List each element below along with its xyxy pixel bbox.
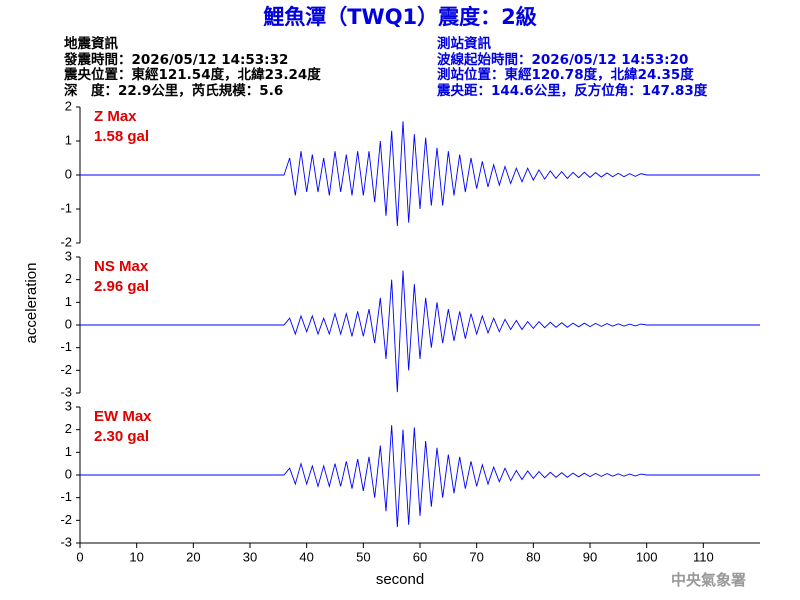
station-info: 測站資訊 波線起始時間：2026/05/12 14:53:20 測站位置：東經1… [436,35,708,99]
x-tick-label: 30 [243,549,257,564]
component-label: EW Max [94,408,152,425]
info-line: 震央距：144.6公里，反方位角：147.83度 [436,82,708,99]
y-tick-label: -2 [60,234,72,249]
y-tick-label: 0 [65,466,72,481]
y-tick-label: -1 [60,339,72,354]
x-tick-label: 60 [413,549,427,564]
y-tick-label: 0 [65,166,72,181]
y-tick-label: -3 [60,384,72,399]
trace [80,270,760,393]
info-line: 測站資訊 [437,35,491,52]
info-line: 測站位置：東經120.78度，北緯24.35度 [437,66,694,83]
x-tick-label: 0 [76,549,83,564]
x-tick-label: 80 [526,549,540,564]
y-tick-label: 2 [65,421,72,436]
x-tick-label: 10 [129,549,143,564]
component-label: Z Max [94,108,137,125]
max-label: 2.30 gal [94,428,149,445]
y-tick-label: 3 [65,248,72,263]
x-tick-label: 50 [356,549,370,564]
max-label: 1.58 gal [94,128,149,145]
footer: 中央氣象署 [671,571,746,589]
x-tick-label: 70 [469,549,483,564]
trace [80,425,760,528]
y-tick-label: -1 [60,489,72,504]
x-tick-label: 40 [299,549,313,564]
y-tick-label: -2 [60,512,72,527]
y-tick-label: 1 [65,132,72,147]
trace [80,121,760,227]
info-line: 震央位置：東經121.54度，北緯23.24度 [63,66,321,83]
x-tick-label: 110 [693,549,714,564]
x-tick-label: 100 [636,549,658,564]
x-tick-label: 90 [583,549,597,564]
y-tick-label: 0 [65,316,72,331]
title: 鯉魚潭（TWQ1）震度：2級 [263,5,537,29]
info-line: 地震資訊 [64,35,118,52]
y-tick-label: 1 [65,444,72,459]
info-line: 波線起始時間：2026/05/12 14:53:20 [437,51,688,68]
y-tick-label: 2 [65,271,72,286]
y-tick-label: -3 [60,534,72,549]
info-line: 深 度：22.9公里，芮氏規模：5.6 [64,82,283,99]
y-tick-label: -2 [60,362,72,377]
y-tick-label: -1 [60,200,72,215]
x-tick-label: 20 [186,549,200,564]
y-tick-label: 1 [65,294,72,309]
max-label: 2.96 gal [94,278,149,295]
component-label: NS Max [94,258,149,275]
y-tick-label: 2 [65,98,72,113]
info-line: 發震時間：2026/05/12 14:53:32 [63,51,288,68]
x-axis-label: second [376,571,424,588]
y-axis-label: acceleration [23,263,40,344]
event-info: 地震資訊 發震時間：2026/05/12 14:53:32 震央位置：東經121… [63,35,321,99]
y-tick-label: 3 [65,398,72,413]
